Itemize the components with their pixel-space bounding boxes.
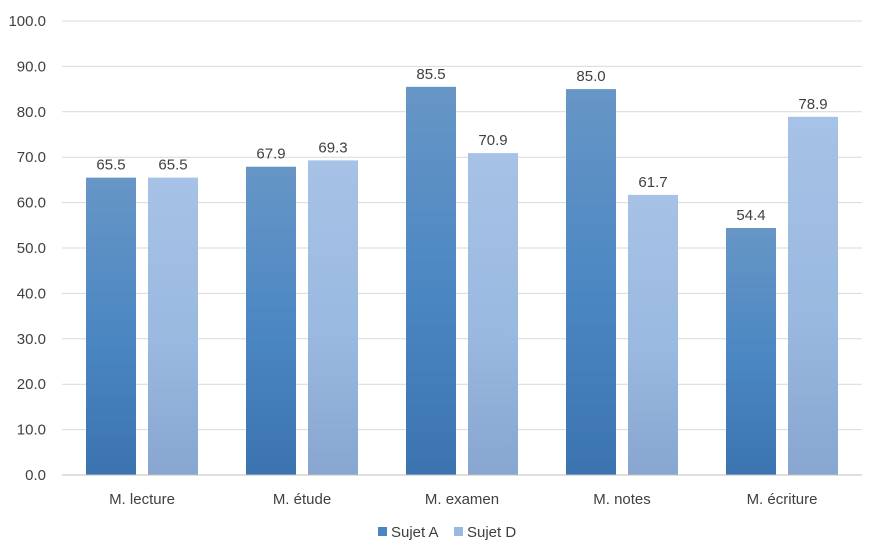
legend: Sujet A Sujet D [378,524,516,541]
y-tick-label: 70.0 [17,149,46,166]
legend-label: Sujet A [391,524,439,541]
category-label: M. étude [273,491,331,508]
y-tick-label: 100.0 [8,13,46,30]
data-label: 78.9 [798,96,827,113]
bar-sujet-d [468,153,518,475]
data-label: 85.5 [416,66,445,83]
y-tick-label: 50.0 [17,240,46,257]
y-tick-label: 90.0 [17,58,46,75]
x-axis: M. lecture M. étude M. examen M. notes M. éc… [62,474,862,508]
data-label: 67.9 [256,146,285,163]
y-tick-label: 80.0 [17,104,46,121]
bar-sujet-d [628,194,678,475]
bar-sujet-a [726,228,776,475]
category-label: M. écriture [747,491,818,508]
y-tick-label: 10.0 [17,422,46,439]
y-tick-label: 20.0 [17,376,46,393]
bar-sujet-d [308,160,358,476]
y-tick-label: 30.0 [17,331,46,348]
bar-sujet-a [86,177,136,475]
data-labels: 65.5 65.5 67.9 69.3 85.5 70.9 85.0 61.7 54.4 78.9 [96,66,827,224]
data-label: 69.3 [318,139,347,156]
data-label: 65.5 [96,157,125,174]
data-label: 65.5 [158,157,187,174]
y-tick-label: 0.0 [25,467,46,484]
bar-sujet-d [788,116,838,475]
bar-sujet-a [246,166,296,475]
y-tick-label: 40.0 [17,285,46,302]
data-label: 70.9 [478,132,507,149]
legend-label: Sujet D [467,524,516,541]
y-axis: 0.0 10.0 20.0 30.0 40.0 50.0 60.0 70.0 80.0 90.0 1… [8,13,46,484]
data-label: 54.4 [736,207,765,224]
category-label: M. notes [593,491,651,508]
bars [86,86,838,476]
data-label: 85.0 [576,68,605,85]
data-label: 61.7 [638,174,667,191]
bar-sujet-a [406,86,456,475]
category-label: M. lecture [109,491,175,508]
legend-swatch [378,527,387,536]
legend-swatch [454,527,463,536]
y-tick-label: 60.0 [17,195,46,212]
category-label: M. examen [425,491,499,508]
bar-sujet-a [566,89,616,475]
bar-sujet-d [148,177,198,475]
